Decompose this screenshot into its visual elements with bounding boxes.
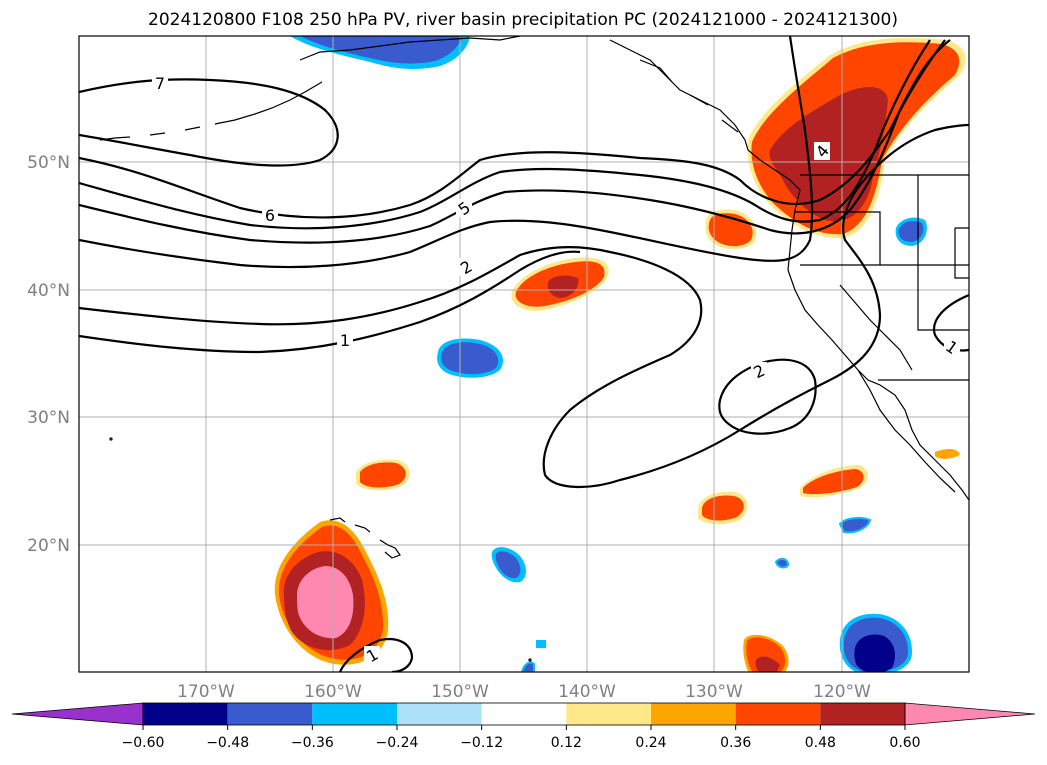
strong-negative-12n-116w: [839, 613, 912, 672]
contour-labels: 7 6 5 4 2 1 2 1 1: [152, 74, 961, 666]
figure-title: 2024120800 F108 250 hPa PV, river basin …: [148, 10, 898, 30]
coastlines: [99, 36, 969, 662]
colorbar-tick-label: 0.12: [551, 735, 582, 751]
lon-label: 140°W: [558, 682, 616, 702]
hawaii-positive-region: [274, 520, 389, 665]
lon-label: 170°W: [177, 682, 235, 702]
map-frame: [78, 35, 970, 673]
colorbar-extend-high: [904, 702, 1036, 726]
lon-label: 120°W: [813, 682, 871, 702]
colorbar-segment: [566, 703, 651, 725]
lat-label: 50°N: [27, 153, 70, 173]
lon-label: 150°W: [431, 682, 489, 702]
latitude-labels: 50°N 40°N 30°N 20°N: [27, 153, 70, 556]
colorbar-extend-low: [11, 702, 144, 726]
colorbar-tick-label: 0.36: [720, 735, 751, 751]
colorbar-tick-label: −0.12: [460, 735, 503, 751]
pv-contours: [79, 36, 969, 672]
map-panel: 7 6 5 4 2 1 2 1 1: [79, 36, 969, 672]
colorbar-segment: [820, 703, 905, 725]
longitude-labels: 170°W 160°W 150°W 140°W 130°W 120°W: [177, 682, 871, 702]
colorbar-tick-label: −0.24: [376, 735, 419, 751]
colorbar-segment: [312, 703, 397, 725]
lat-label: 40°N: [27, 281, 70, 301]
lat-label: 20°N: [27, 536, 70, 556]
colorbar: −0.60 −0.48 −0.36 −0.24 −0.12 0.12 0.24 0.36 0.4…: [11, 702, 1036, 751]
colorbar-segment: [397, 703, 482, 725]
colorbar-segment: [735, 703, 821, 725]
colorbar-tick-label: 0.48: [805, 735, 836, 751]
colorbar-segment: [651, 703, 736, 725]
colorbar-segment: [481, 703, 567, 725]
lat-label: 30°N: [27, 408, 70, 428]
lon-label: 160°W: [304, 682, 362, 702]
colorbar-tick-label: 0.60: [889, 735, 920, 751]
colorbar-segment: [143, 703, 228, 725]
colorbar-tick-label: −0.36: [291, 735, 334, 751]
central-pacific-positive: [511, 257, 609, 311]
contour-label: 7: [155, 74, 165, 93]
colorbar-tick-label: −0.60: [122, 735, 165, 751]
colorbar-frame: [142, 702, 906, 726]
contour-label: 6: [265, 206, 275, 225]
colorbar-tick-label: 0.24: [635, 735, 666, 751]
lon-label: 130°W: [685, 682, 743, 702]
colorbar-tick-label: −0.48: [206, 735, 249, 751]
precip-shading: [274, 36, 966, 672]
contour-label: 1: [340, 331, 350, 350]
colorbar-segment: [227, 703, 313, 725]
